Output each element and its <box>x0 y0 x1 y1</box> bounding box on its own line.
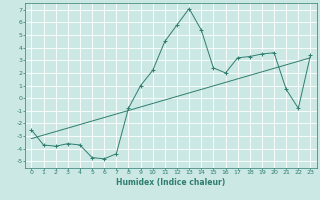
X-axis label: Humidex (Indice chaleur): Humidex (Indice chaleur) <box>116 178 226 187</box>
